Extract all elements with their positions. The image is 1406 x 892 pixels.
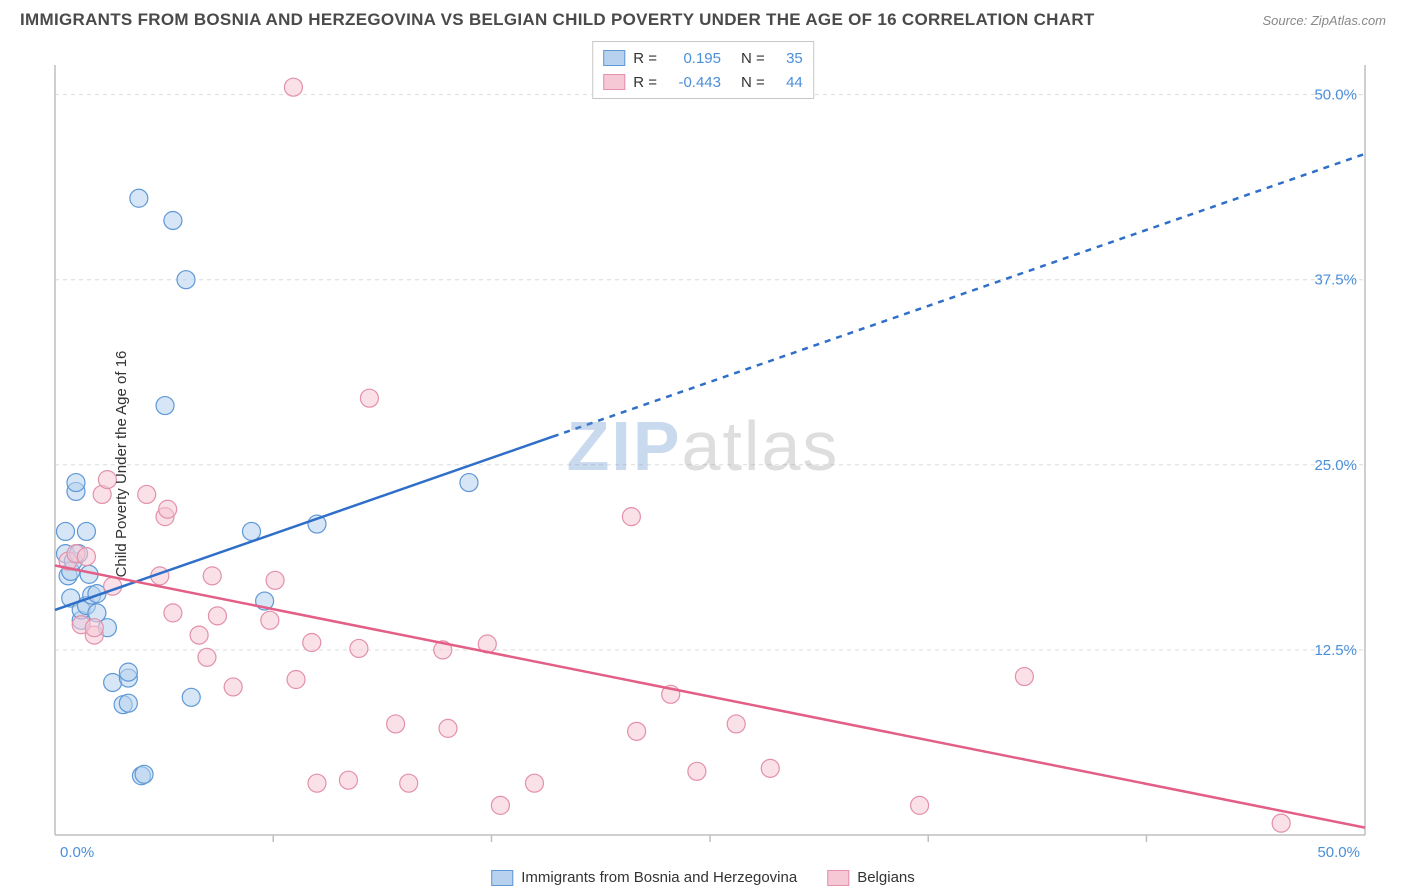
svg-text:0.0%: 0.0% [60,844,94,861]
legend-bottom: Immigrants from Bosnia and HerzegovinaBe… [491,869,915,886]
svg-text:50.0%: 50.0% [1314,87,1357,104]
y-axis-title: Child Poverty Under the Age of 16 [113,350,130,577]
scatter-chart: 12.5% 25.0% 37.5% 50.0% 0.0% 50.0% [0,35,1406,865]
legend-top: R =0.195 N =35 R =-0.443 N =44 [592,41,814,99]
chart-area: Child Poverty Under the Age of 16 12.5% 2… [0,35,1406,892]
svg-text:12.5%: 12.5% [1314,642,1357,659]
svg-text:25.0%: 25.0% [1314,457,1357,474]
source-label: Source: ZipAtlas.com [1262,13,1386,28]
svg-text:50.0%: 50.0% [1317,844,1360,861]
svg-text:37.5%: 37.5% [1314,272,1357,289]
chart-title: IMMIGRANTS FROM BOSNIA AND HERZEGOVINA V… [20,10,1095,30]
